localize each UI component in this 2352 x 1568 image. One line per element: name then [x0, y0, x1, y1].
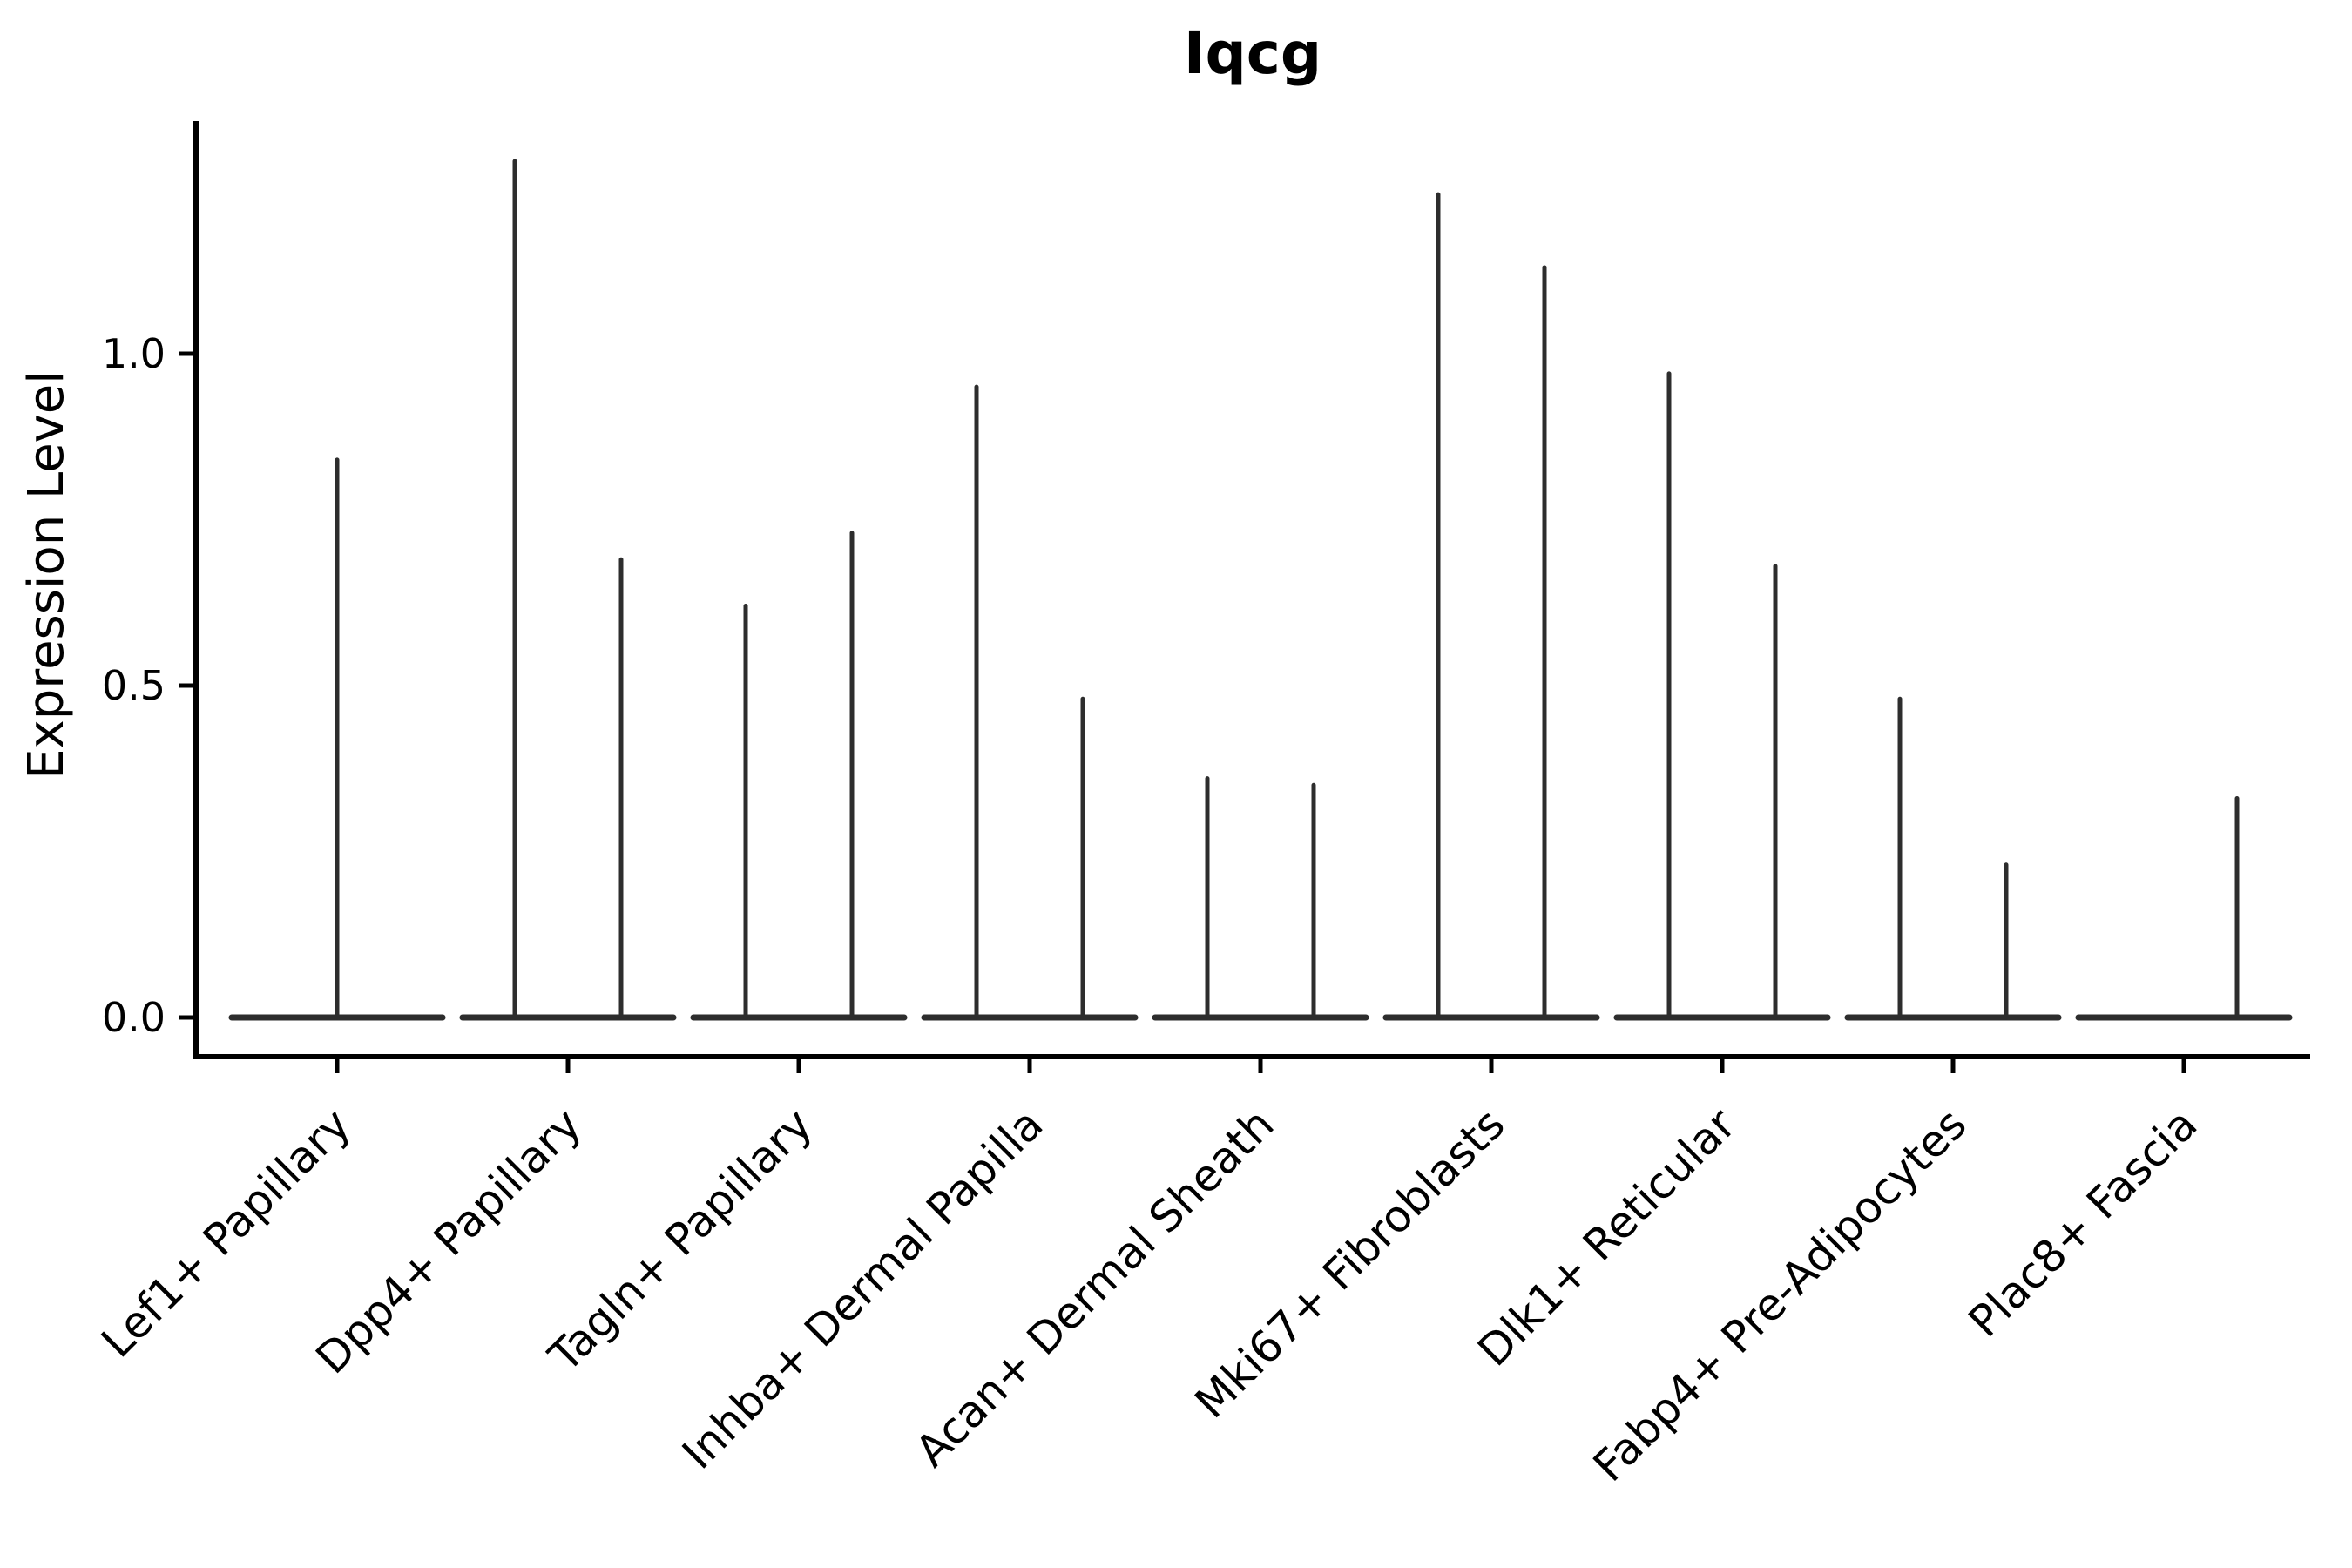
y-axis-label: Expression Level — [18, 370, 75, 780]
x-axis-ticks — [335, 1059, 2186, 1073]
violin-series — [228, 159, 2293, 1021]
y-tick-label: 1.0 — [102, 330, 166, 377]
y-tick-label: 0.0 — [102, 994, 166, 1041]
chart-title: Iqcg — [1184, 20, 1321, 87]
y-tick-label: 0.5 — [102, 662, 166, 709]
x-tick-label: Fabp4+ Pre-Adipocytes — [1584, 1098, 1977, 1491]
x-tick-label: Lef1+ Papillary — [91, 1098, 360, 1367]
y-axis-ticks: 0.0 0.5 1.0 — [102, 330, 193, 1041]
x-tick-label: Plac8+ Fascia — [1959, 1098, 2207, 1347]
